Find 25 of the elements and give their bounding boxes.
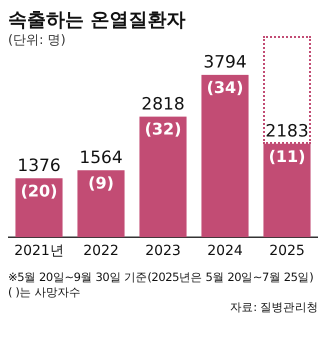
bar	[201, 74, 249, 238]
bar	[15, 178, 63, 238]
chart-title: 속출하는 온열질환자	[8, 8, 187, 32]
text: ※5월 20일~9월 30일 기준(2025년은 5월 20일~7월 25일)	[8, 270, 314, 285]
data-label: 2818	[141, 94, 185, 115]
x-tick-label: 2024	[207, 243, 243, 260]
x-tick-label: 2023	[145, 243, 181, 260]
x-tick-label: 2022	[83, 243, 119, 260]
bar	[263, 144, 311, 238]
annotation: (34)	[206, 78, 244, 97]
bar	[77, 170, 125, 238]
annotation: (11)	[268, 146, 306, 166]
bar	[139, 116, 187, 238]
x-tick-label: 2025	[269, 243, 305, 260]
data-label: 1564	[79, 148, 123, 168]
text: 자료: 질병관리청	[229, 300, 318, 315]
chart-subtitle: (단위: 명)	[8, 32, 67, 50]
data-label: 3794	[203, 52, 247, 73]
annotation: (20)	[20, 181, 58, 200]
x-tick-label: 2021년	[14, 243, 64, 260]
data-label: 1376	[17, 156, 61, 176]
data-label: 2183	[265, 122, 309, 142]
annotation: (9)	[88, 173, 114, 192]
text: ( )는 사망자수	[8, 285, 82, 300]
annotation: (32)	[144, 120, 182, 139]
